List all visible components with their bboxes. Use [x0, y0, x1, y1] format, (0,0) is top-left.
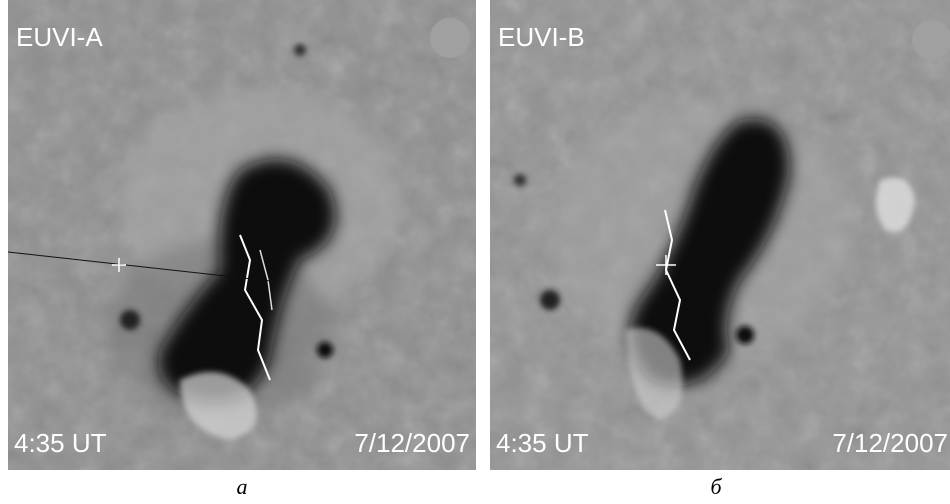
instrument-label: EUVI-B: [498, 22, 585, 52]
time-label: 4:35 UT: [496, 428, 589, 458]
panel-a-image: EUVI-A 4:35 UT 7/12/2007: [8, 0, 476, 470]
instrument-label: EUVI-A: [16, 22, 103, 52]
page: {"panels": [ {"instrument": "EUVI-A", "t…: [0, 0, 950, 504]
date-label: 7/12/2007: [832, 428, 948, 458]
caption: б: [710, 474, 722, 499]
panel-b-image: EUVI-B 4:35 UT 7/12/2007: [490, 0, 950, 470]
time-label: 4:35 UT: [14, 428, 107, 458]
caption: а: [237, 474, 248, 499]
date-label: 7/12/2007: [354, 428, 470, 458]
figure: EUVI-A 4:35 UT 7/12/2007 EUVI-B 4:35 UT …: [0, 0, 950, 504]
